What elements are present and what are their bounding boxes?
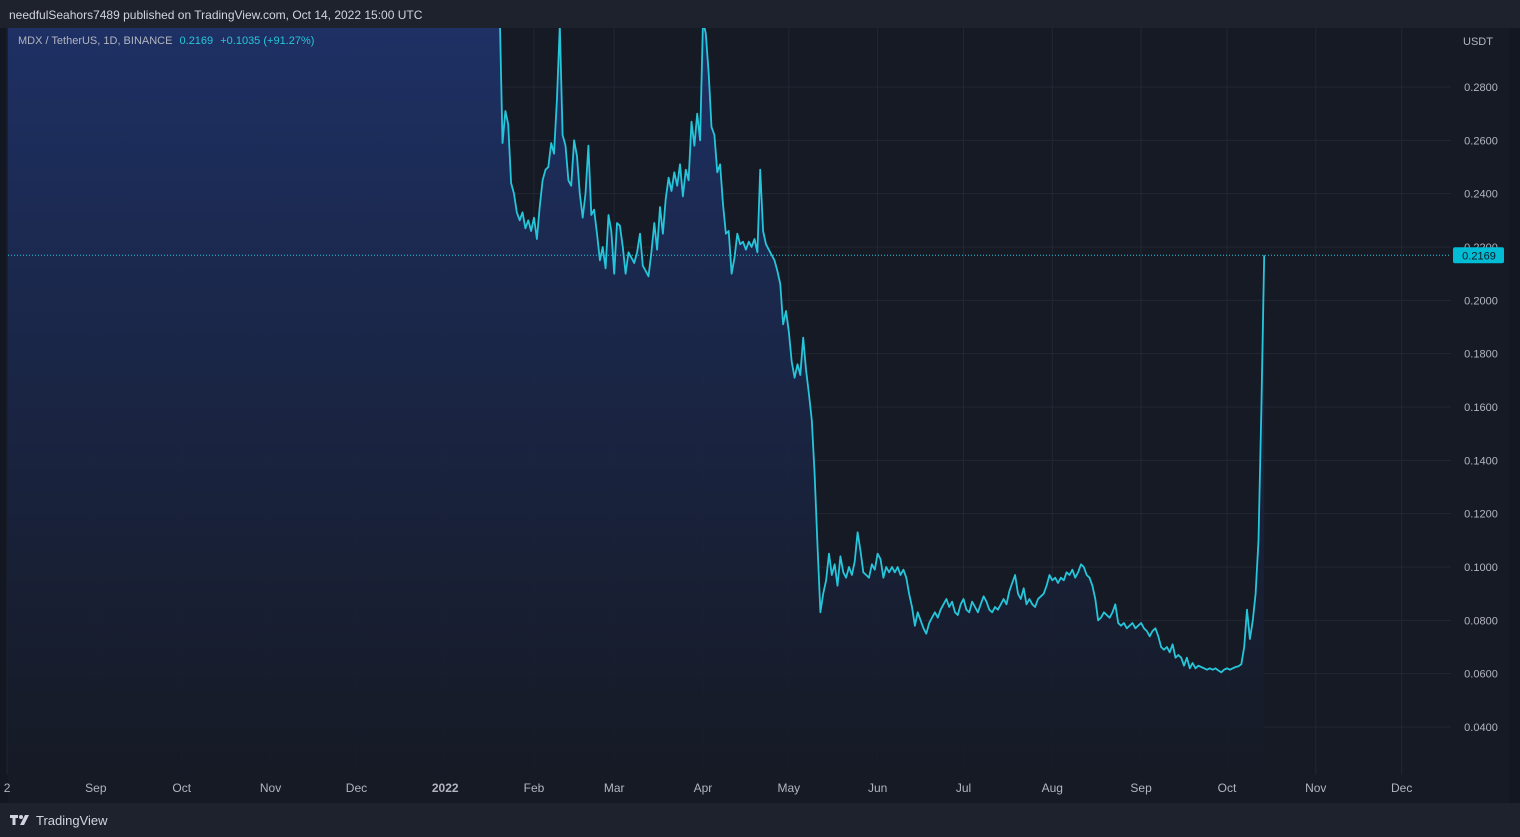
tradingview-brand[interactable]: TradingView — [10, 811, 108, 829]
last-price-label-bg — [1453, 247, 1504, 264]
time-tick-label: Apr — [694, 781, 713, 795]
time-tick-label: Feb — [524, 781, 545, 795]
price-tick-label: 0.1800 — [1464, 349, 1498, 361]
time-tick-label: Nov — [260, 781, 281, 795]
price-tick-label: 0.1600 — [1464, 402, 1498, 414]
last-price-label: 0.2169 — [1462, 250, 1496, 262]
time-tick-label: Aug — [1042, 781, 1063, 795]
price-axis[interactable]: 0.28000.26000.24000.22000.20000.18000.16… — [1464, 82, 1498, 734]
time-tick-label: Oct — [172, 781, 191, 795]
time-tick-label: Jul — [956, 781, 971, 795]
price-tick-label: 0.2800 — [1464, 82, 1498, 94]
time-tick-label: Jun — [868, 781, 887, 795]
price-tick-label: 0.1400 — [1464, 455, 1498, 467]
legend-change: +0.1035 (+91.27%) — [220, 35, 315, 47]
price-tick-label: 0.1000 — [1464, 562, 1498, 574]
time-tick-label: Dec — [346, 781, 367, 795]
legend-symbol: MDX / TetherUS, 1D, BINANCE — [18, 35, 173, 47]
time-tick-label: Dec — [1391, 781, 1412, 795]
time-axis[interactable]: 2 Sep Oct Nov Dec 2022 Feb Mar Apr May Jun Jul Aug Se… — [4, 781, 1413, 795]
price-tick-label: 0.0800 — [1464, 615, 1498, 627]
time-tick-label: Sep — [85, 781, 107, 795]
footer-bar — [0, 803, 1520, 837]
publisher-text: needfulSeahors7489 published on TradingV… — [9, 8, 423, 22]
price-tick-label: 0.0600 — [1464, 669, 1498, 681]
time-tick-label: Mar — [604, 781, 625, 795]
price-tick-label: 0.2600 — [1464, 135, 1498, 147]
tradingview-logo-icon — [10, 815, 29, 825]
time-tick-label: Sep — [1130, 781, 1152, 795]
price-area-fill — [8, 28, 1265, 775]
brand-label: TradingView — [36, 812, 108, 828]
price-tick-label: 0.0400 — [1464, 722, 1498, 734]
price-line — [499, 28, 1266, 674]
currency-label: USDT — [1463, 36, 1493, 48]
legend-price: 0.2169 — [179, 35, 214, 47]
publisher-bar: needfulSeahors7489 published on TradingV… — [0, 0, 1520, 28]
time-tick-label: 2 — [4, 781, 11, 795]
chart-legend[interactable]: MDX / TetherUS, 1D, BINANCE 0.2169 +0.10… — [18, 35, 314, 47]
time-tick-label: Nov — [1305, 781, 1326, 795]
price-tick-label: 0.2000 — [1464, 295, 1498, 307]
time-tick-label: Oct — [1218, 781, 1237, 795]
time-tick-label: May — [778, 781, 801, 795]
price-tick-label: 0.1200 — [1464, 509, 1498, 521]
time-tick-label: 2022 — [432, 781, 459, 795]
price-tick-label: 0.2400 — [1464, 189, 1498, 201]
